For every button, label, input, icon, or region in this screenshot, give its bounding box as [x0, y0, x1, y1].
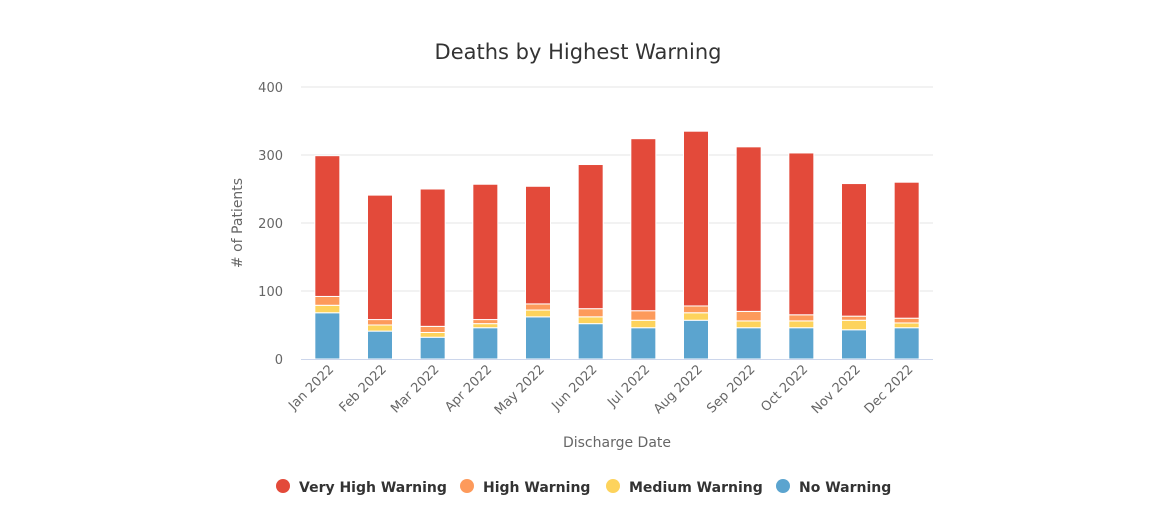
- bar-segment[interactable]: [841, 329, 867, 360]
- x-tick-label: Feb 2022: [337, 362, 390, 415]
- legend-label: Very High Warning: [299, 480, 447, 496]
- bar-segment[interactable]: [630, 310, 657, 321]
- bar-segment[interactable]: [841, 183, 867, 317]
- bar-segment[interactable]: [893, 181, 920, 319]
- legend: Very High Warning High Warning Medium Warn…: [276, 479, 891, 496]
- bar-segment[interactable]: [630, 319, 657, 329]
- bar-segment[interactable]: [419, 325, 446, 333]
- bar-segment[interactable]: [314, 304, 341, 314]
- bar-segment[interactable]: [577, 308, 604, 318]
- y-tick-label: 0: [275, 353, 283, 368]
- y-axis-label: # of Patients: [230, 178, 246, 268]
- bar-segment[interactable]: [630, 138, 657, 312]
- bar-segment[interactable]: [788, 327, 815, 360]
- bar-segment[interactable]: [893, 317, 920, 324]
- bar-segment[interactable]: [683, 319, 709, 360]
- bar-segment[interactable]: [419, 188, 446, 327]
- bar-segment[interactable]: [419, 336, 446, 360]
- bar-segment[interactable]: [735, 320, 762, 329]
- bar-segment[interactable]: [735, 146, 762, 312]
- bar-segment[interactable]: [788, 320, 815, 329]
- legend-marker: [776, 479, 790, 493]
- x-axis-label: Discharge Date: [563, 435, 671, 451]
- bar-segment[interactable]: [893, 327, 920, 360]
- bar-segment[interactable]: [735, 327, 762, 360]
- y-tick-label: 300: [258, 149, 283, 164]
- y-tick-label: 200: [258, 217, 283, 232]
- x-tick-label: Jan 2022: [285, 362, 337, 414]
- bar-segment[interactable]: [841, 319, 867, 331]
- chart-title: Deaths by Highest Warning: [435, 40, 722, 64]
- bar-segment[interactable]: [683, 305, 709, 314]
- bar-segment[interactable]: [630, 327, 657, 360]
- bar-segment[interactable]: [683, 312, 709, 321]
- bar-segment[interactable]: [577, 316, 604, 325]
- legend-marker: [606, 479, 620, 493]
- legend-label: Medium Warning: [629, 480, 763, 496]
- bars: [314, 130, 920, 360]
- bar-segment[interactable]: [525, 303, 551, 311]
- bar-segment[interactable]: [314, 155, 341, 297]
- legend-item[interactable]: High Warning: [460, 479, 590, 496]
- bar-segment[interactable]: [788, 152, 815, 316]
- legend-item[interactable]: Medium Warning: [606, 479, 763, 496]
- x-tick-label: Oct 2022: [758, 362, 811, 415]
- bar-segment[interactable]: [314, 295, 341, 306]
- bar-segment[interactable]: [472, 319, 499, 325]
- bar-segment[interactable]: [525, 309, 551, 318]
- bar-segment[interactable]: [419, 331, 446, 338]
- bar-segment[interactable]: [735, 310, 762, 322]
- legend-label: No Warning: [799, 480, 891, 496]
- bar-segment[interactable]: [525, 316, 551, 360]
- bar-segment[interactable]: [367, 324, 393, 332]
- x-tick-label: Jun 2022: [549, 362, 601, 414]
- legend-label: High Warning: [483, 480, 590, 496]
- x-tick-label: Aug 2022: [651, 362, 706, 417]
- legend-marker: [460, 479, 474, 493]
- y-tick-label: 400: [258, 81, 283, 96]
- x-tick-label: Apr 2022: [442, 362, 495, 415]
- legend-marker: [276, 479, 290, 493]
- bar-segment[interactable]: [893, 322, 920, 329]
- bar-segment[interactable]: [367, 194, 393, 321]
- bar-segment[interactable]: [367, 319, 393, 326]
- y-axis-ticks: 0 100 200 300 400: [258, 81, 283, 368]
- x-tick-label: May 2022: [492, 362, 548, 418]
- legend-item[interactable]: Very High Warning: [276, 479, 447, 496]
- x-tick-label: Jul 2022: [604, 362, 653, 411]
- y-tick-label: 100: [258, 285, 283, 300]
- bar-segment[interactable]: [577, 164, 604, 310]
- bar-segment[interactable]: [472, 323, 499, 329]
- x-tick-label: Nov 2022: [809, 362, 864, 417]
- legend-item[interactable]: No Warning: [776, 479, 891, 496]
- x-tick-label: Mar 2022: [388, 362, 442, 416]
- bar-segment[interactable]: [841, 315, 867, 321]
- gridlines: [301, 86, 933, 292]
- bar-segment[interactable]: [683, 130, 709, 307]
- bar-segment[interactable]: [472, 183, 499, 321]
- bar-segment[interactable]: [788, 314, 815, 322]
- bar-segment[interactable]: [314, 312, 341, 360]
- bar-segment[interactable]: [525, 185, 551, 305]
- bar-segment[interactable]: [472, 327, 499, 360]
- x-tick-label: Dec 2022: [862, 362, 917, 417]
- x-tick-label: Sep 2022: [704, 362, 758, 416]
- bar-segment[interactable]: [577, 323, 604, 360]
- bar-segment[interactable]: [367, 330, 393, 360]
